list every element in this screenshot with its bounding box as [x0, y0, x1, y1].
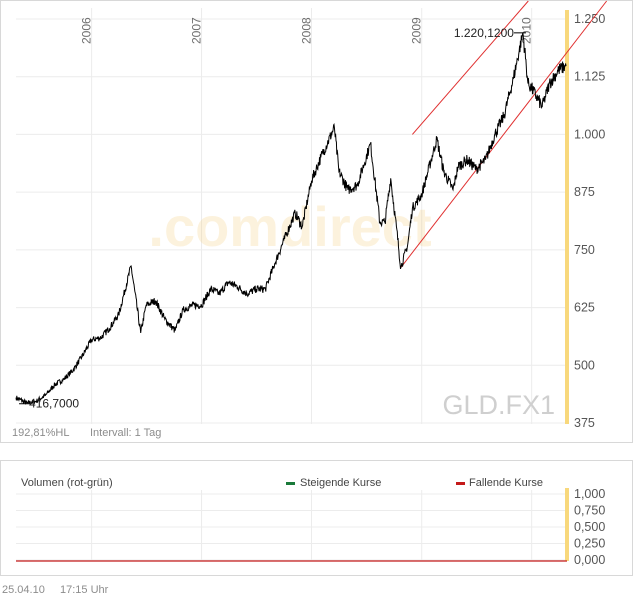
symbol-watermark: GLD.FX1 — [442, 390, 555, 420]
volume-title: Volumen (rot-grün) — [21, 477, 113, 489]
volume-axis-highlight — [565, 488, 569, 561]
volume-tick-label: 0,000 — [574, 553, 605, 567]
legend-rising-swatch — [286, 482, 295, 485]
high-value-label: 1.220,1200 — [454, 26, 514, 40]
price-tick-label: 375 — [574, 416, 595, 430]
volume-grid — [16, 490, 565, 561]
price-chart-frame — [0, 0, 633, 443]
year-tick-label: 2008 — [299, 17, 313, 44]
low-annotation: 416,7000 — [19, 397, 79, 411]
interval-info: Intervall: 1 Tag — [90, 427, 161, 439]
volume-tick-label: 0,750 — [574, 504, 605, 518]
price-tick-label: 625 — [574, 301, 595, 315]
legend-falling-swatch — [456, 482, 465, 485]
year-labels: 2006 2007 2008 2009 2010 — [80, 17, 534, 44]
volume-panel-frame — [0, 460, 633, 576]
price-tick-label: 1.125 — [574, 70, 605, 84]
price-axis-highlight — [565, 10, 569, 424]
price-grid — [16, 8, 565, 424]
volume-tick-label: 0,500 — [574, 520, 605, 534]
price-series-line — [15, 32, 567, 406]
year-tick-label: 2009 — [410, 17, 424, 44]
price-tick-label: 750 — [574, 243, 595, 257]
volume-tick-label: 0,250 — [574, 537, 605, 551]
trend-line — [412, 0, 529, 135]
volume-axis-labels: 1,000 0,750 0,500 0,250 0,000 — [574, 487, 605, 567]
price-tick-label: 1.000 — [574, 127, 605, 141]
year-tick-label: 2007 — [190, 17, 204, 44]
price-axis-labels: 1.250 1.125 1.000 875 750 625 500 375 — [574, 12, 605, 430]
price-tick-label: 1.250 — [574, 12, 605, 26]
low-value-label: 416,7000 — [29, 397, 79, 411]
year-tick-label: 2006 — [80, 17, 94, 44]
footer-time: 17:15 Uhr — [60, 584, 109, 596]
high-annotation: 1.220,1200 — [454, 26, 526, 40]
volume-tick-label: 1,000 — [574, 487, 605, 501]
footer-date: 25.04.10 — [2, 584, 45, 596]
price-tick-label: 875 — [574, 185, 595, 199]
hl-info: 192,81%HL — [12, 427, 70, 439]
legend-falling-label: Fallende Kurse — [469, 477, 543, 489]
price-tick-label: 500 — [574, 358, 595, 372]
trend-line — [400, 0, 608, 268]
legend-rising-label: Steigende Kurse — [300, 477, 381, 489]
trend-channel — [400, 0, 608, 268]
